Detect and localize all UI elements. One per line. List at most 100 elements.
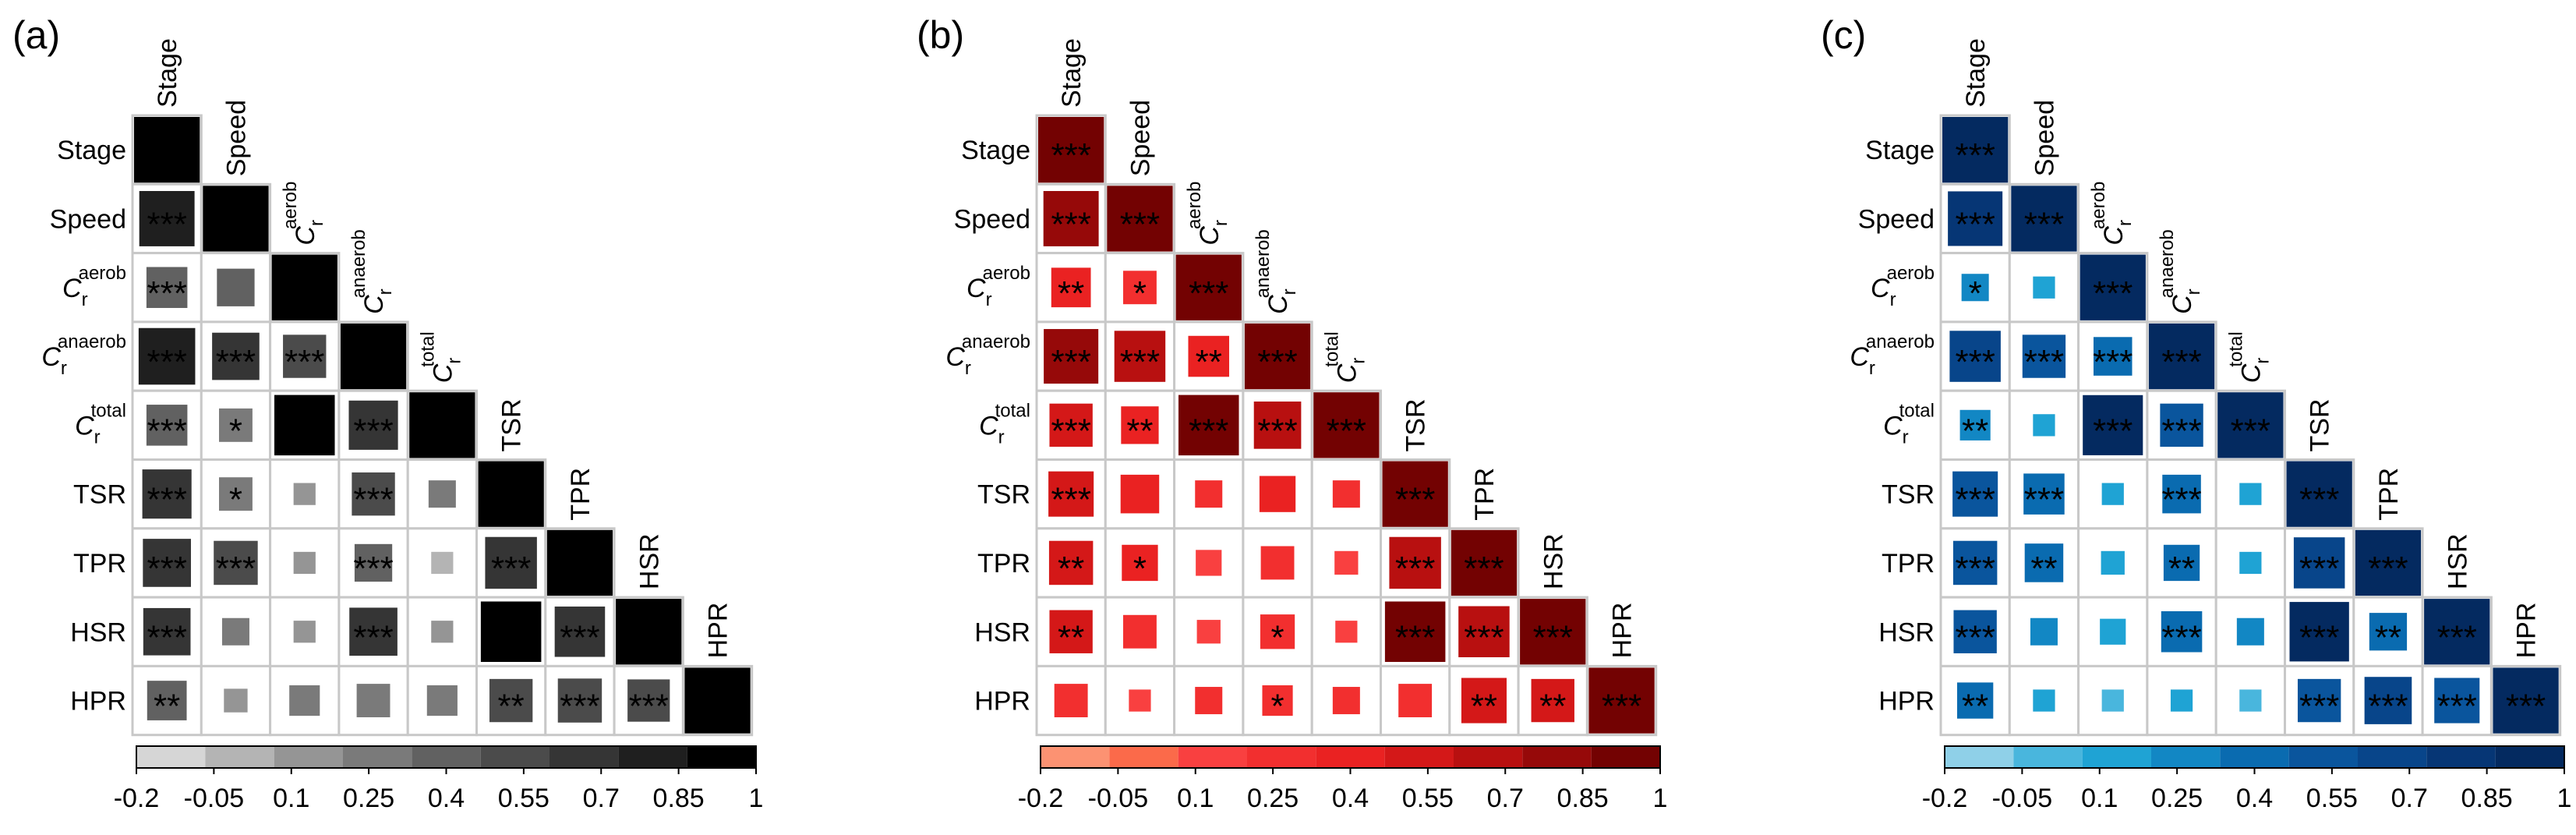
significance-mark: *** (2024, 205, 2064, 243)
corr-square (1049, 403, 1093, 448)
colorbar-tick-label: 0.85 (653, 784, 705, 813)
row-label: Cr total (1883, 400, 1935, 448)
significance-mark: *** (2368, 688, 2408, 726)
corr-square (1244, 323, 1311, 390)
panel-0: (a)********* *** ****** * ****** * ****** *** **… (12, 13, 763, 813)
colorbar-tick-label: 0.55 (498, 784, 549, 813)
corr-square (1048, 471, 1094, 517)
corr-square (1259, 476, 1296, 512)
corr-square (1129, 689, 1151, 712)
corr-square (219, 477, 253, 511)
corr-square (2101, 689, 2124, 712)
significance-mark: *** (1051, 343, 1090, 381)
corr-square (1382, 461, 1448, 527)
significance-mark: *** (1464, 618, 1504, 656)
corr-square (2101, 483, 2124, 505)
corr-square (1054, 684, 1088, 717)
column-label-sup: anaerob (2157, 229, 2178, 298)
corr-square (271, 254, 337, 320)
corr-square (2236, 617, 2264, 646)
significance-mark: *** (2161, 618, 2201, 656)
grid-cell (2008, 458, 2080, 530)
row-label-text: Cr total (979, 400, 1030, 448)
column-label-text: Crtotal (417, 331, 465, 383)
significance-mark: *** (353, 618, 393, 656)
column-label: TSR (1401, 399, 1431, 452)
row-label: Speed (50, 204, 126, 234)
row-label-text: Cr aerob (966, 263, 1030, 310)
column-label-sub: r (306, 220, 327, 226)
row-label: Cr total (979, 400, 1030, 448)
colorbar-segment (343, 746, 412, 768)
significance-mark: *** (2093, 274, 2133, 313)
column-label-sub: r (1210, 220, 1231, 226)
corr-square (147, 681, 187, 720)
corr-square (283, 334, 327, 378)
column-label: Stage (153, 38, 182, 108)
significance-mark: *** (1395, 618, 1435, 656)
corr-square (2101, 550, 2125, 575)
significance-mark: *** (2024, 481, 2064, 519)
corr-square (1114, 331, 1166, 382)
corr-square (2148, 323, 2215, 390)
row-label: TPR (73, 549, 126, 578)
corr-square (1196, 620, 1221, 644)
row-label-text: Cr aerob (1871, 263, 1935, 310)
colorbar-tick-label: 0.7 (583, 784, 620, 813)
significance-mark: *** (560, 618, 599, 656)
column-label: Craerob (2088, 182, 2136, 246)
significance-mark: *** (2299, 481, 2339, 519)
row-label-text: HPR (70, 687, 126, 716)
column-label-sub: r (2183, 288, 2204, 295)
corr-square (2493, 667, 2559, 734)
column-label-base: C (2236, 363, 2266, 383)
row-label-text: TSR (1882, 480, 1935, 510)
row-label: TSR (73, 480, 126, 510)
row-label-sub: r (82, 289, 88, 310)
corr-square (1531, 678, 1574, 723)
colorbar-tick-label: -0.2 (1018, 784, 1064, 813)
row-label: Cr aerob (966, 263, 1030, 310)
corr-square (2160, 403, 2203, 448)
colorbar-tick-label: 0.55 (2306, 784, 2358, 813)
corr-square (1334, 550, 1359, 575)
colorbar-segment (2495, 746, 2564, 768)
corr-square (684, 667, 751, 734)
column-label-base: C (359, 295, 389, 314)
corr-square (627, 679, 670, 722)
corr-square (2424, 599, 2490, 665)
colorbar-segment (1522, 746, 1592, 768)
colorbar-segment (1247, 746, 1316, 768)
significance-mark: *** (2231, 412, 2270, 450)
row-label: HSR (974, 617, 1030, 647)
corr-square (1038, 117, 1104, 183)
corr-square (1049, 610, 1093, 653)
corr-square (349, 607, 398, 656)
corr-square (217, 268, 255, 306)
corr-square (485, 536, 537, 589)
colorbar-tick-label: 0.25 (343, 784, 394, 813)
panel-label: (c) (1821, 13, 1866, 57)
corr-square (1384, 601, 1446, 663)
grid-cell (2146, 527, 2217, 599)
colorbar-tick-label: 0.25 (2151, 784, 2203, 813)
significance-mark: *** (1602, 688, 1641, 726)
significance-mark: *** (353, 550, 393, 588)
column-label-sub: r (2115, 220, 2136, 226)
corr-square (2217, 392, 2284, 458)
column-label-text: HPR (704, 603, 733, 659)
corr-square (1188, 335, 1230, 377)
row-label-sub: r (1869, 358, 1875, 379)
corr-square (134, 117, 200, 183)
row-label: Cr anaerob (41, 331, 126, 379)
column-label: Craerob (1184, 182, 1231, 246)
column-label: Crtotal (1321, 331, 1369, 383)
row-label-base: C (979, 411, 998, 440)
colorbar-tick-label: -0.2 (114, 784, 160, 813)
row-label-text: HPR (974, 687, 1030, 716)
colorbar-segment (1591, 746, 1660, 768)
corr-square (431, 551, 454, 575)
column-label-sup: anaerob (348, 229, 369, 298)
column-label-sub: r (443, 358, 465, 364)
